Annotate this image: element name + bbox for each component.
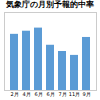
- svg-text:11月: 11月: [69, 91, 80, 97]
- svg-text:6月: 6月: [34, 91, 42, 97]
- svg-text:2月: 2月: [10, 91, 18, 97]
- svg-text:9月: 9月: [82, 91, 90, 97]
- svg-text:6月: 6月: [46, 91, 54, 97]
- svg-text:4月: 4月: [22, 91, 30, 97]
- html-text:気象庁の月別予報的中率: 気象庁の月別予報的中率: [6, 0, 94, 9]
- svg-text:7月: 7月: [58, 91, 66, 97]
